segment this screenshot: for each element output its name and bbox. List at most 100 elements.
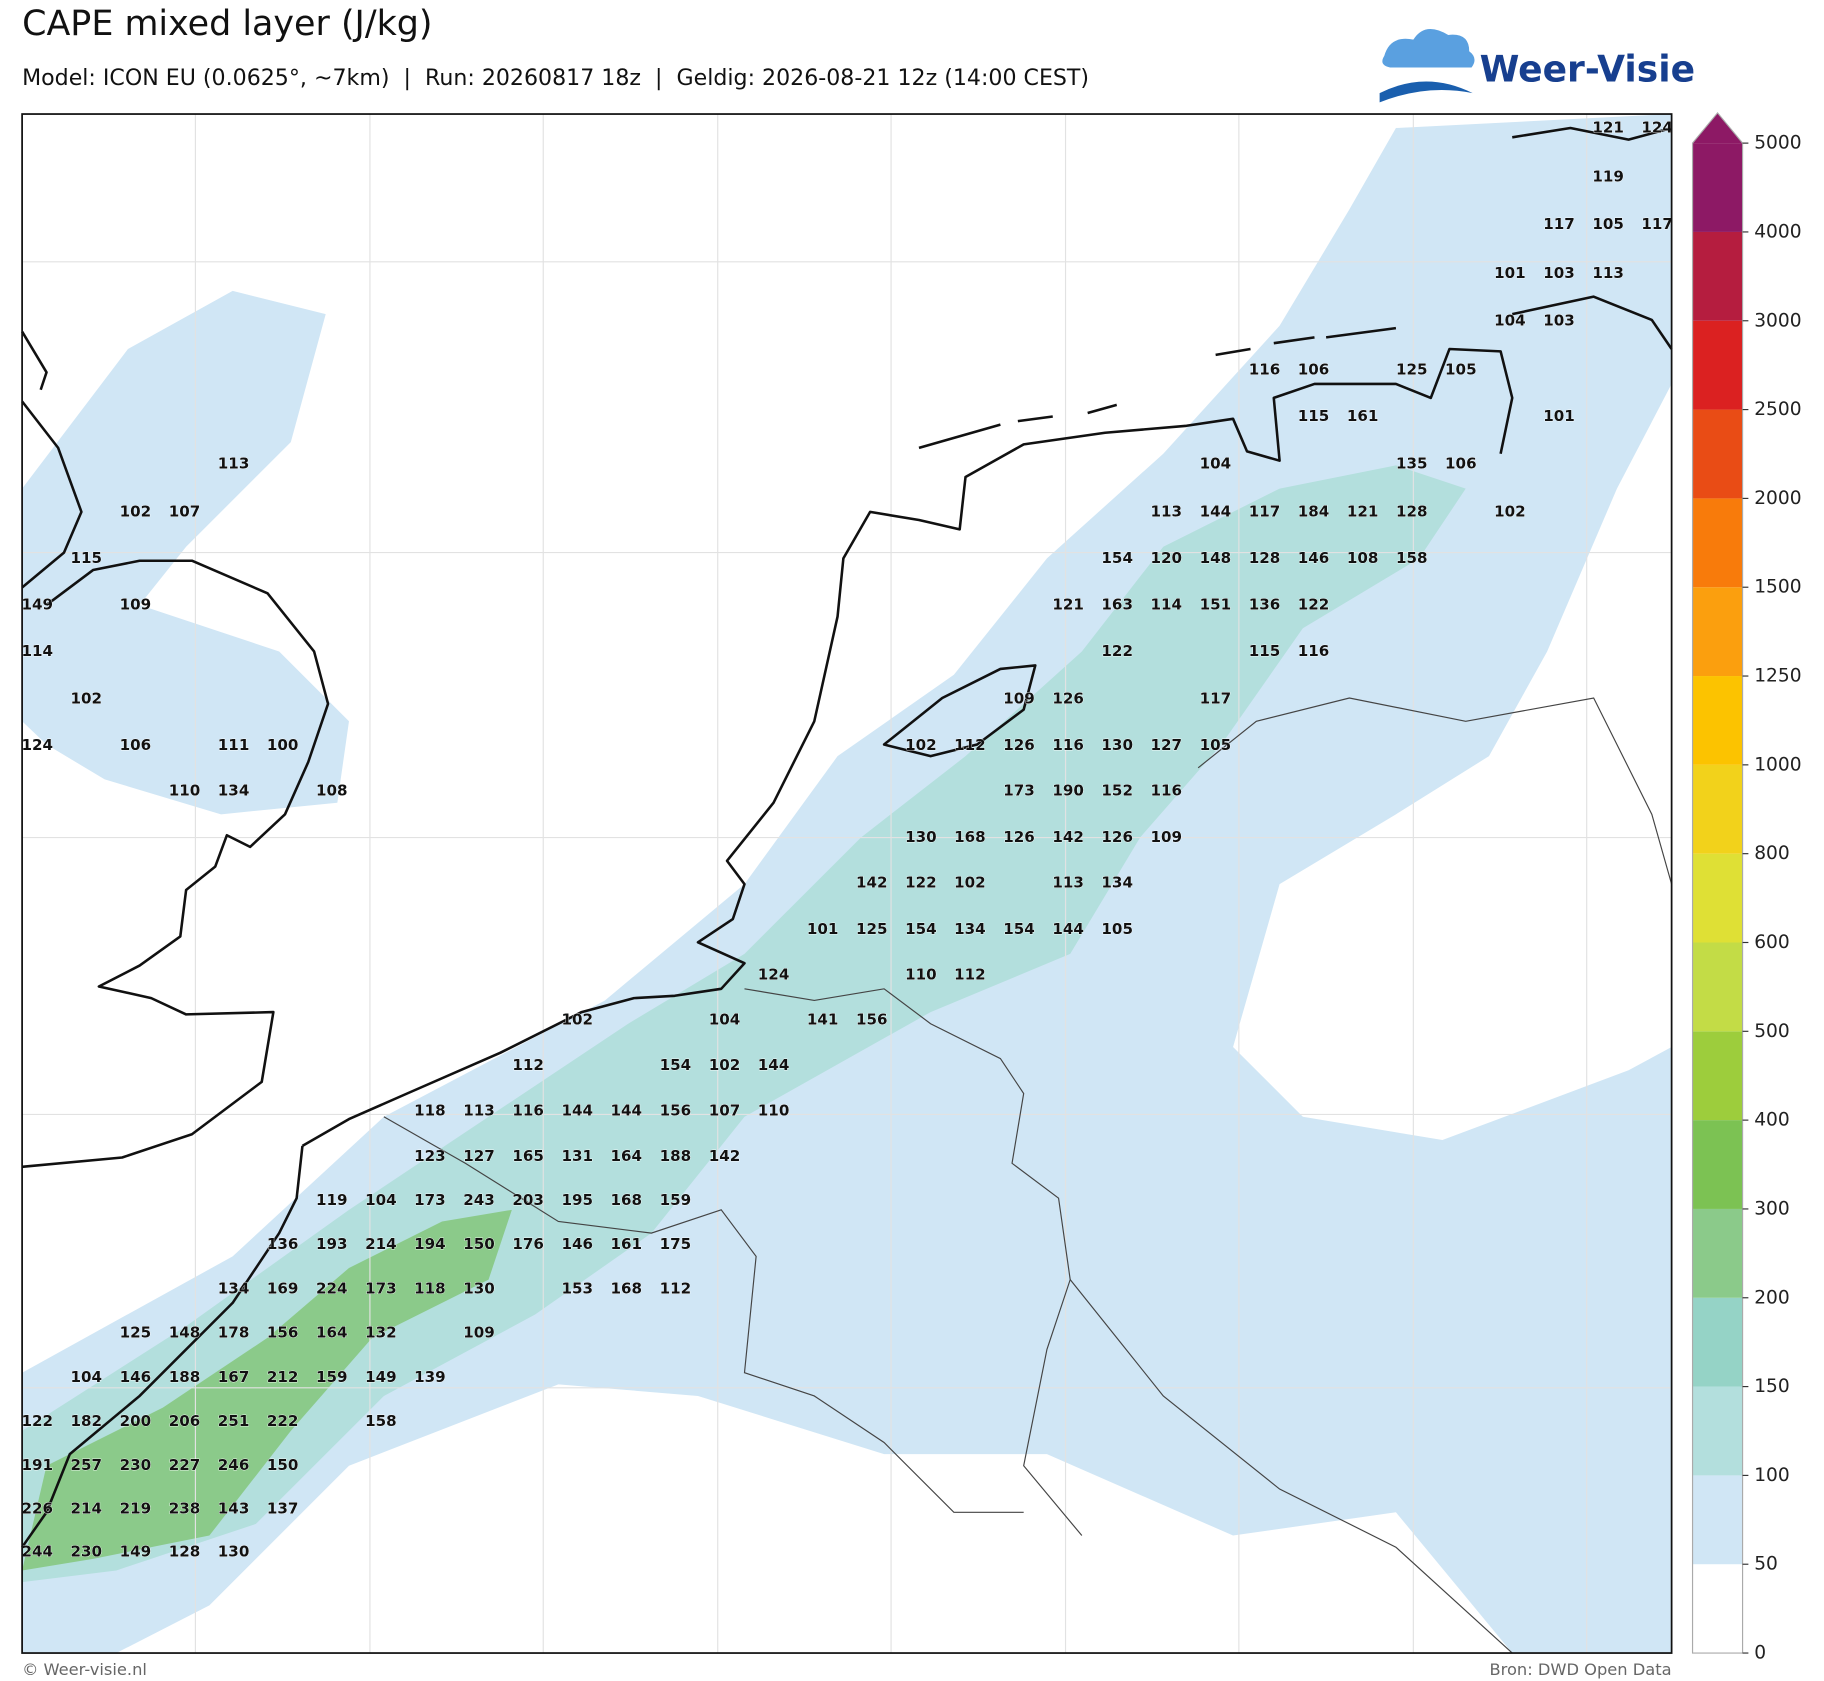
value-label: 110 (905, 965, 937, 983)
value-label: 176 (512, 1235, 544, 1253)
value-label: 116 (1151, 782, 1183, 800)
value-label: 144 (611, 1101, 643, 1119)
value-label: 144 (1200, 502, 1232, 520)
value-label: 134 (954, 920, 986, 938)
value-label: 120 (1151, 549, 1183, 567)
value-label: 222 (267, 1412, 299, 1430)
value-label: 126 (1003, 736, 1035, 754)
value-labels: 121 124 119 117 105 117 101 103 113 104 103 116 106 1… (21, 118, 1673, 1561)
colorbar-bin (1692, 587, 1743, 677)
colorbar-tick-label: 400 (1754, 1110, 1790, 1131)
value-label: 191 (21, 1456, 53, 1474)
value-label: 156 (660, 1101, 692, 1119)
value-label: 122 (21, 1412, 53, 1430)
value-label: 144 (1052, 920, 1084, 938)
value-label: 105 (1592, 215, 1624, 233)
footer-right: Bron: DWD Open Data (1489, 1660, 1671, 1679)
value-label: 154 (905, 920, 937, 938)
value-label: 230 (71, 1542, 103, 1560)
value-label: 102 (905, 736, 937, 754)
graticule (22, 114, 1672, 1654)
value-label: 126 (1003, 828, 1035, 846)
value-label: 102 (1494, 502, 1526, 520)
value-label: 124 (758, 965, 790, 983)
value-label: 103 (1543, 264, 1575, 282)
value-label: 102 (954, 873, 986, 891)
colorbar-bin (1692, 676, 1743, 765)
value-label: 128 (169, 1542, 201, 1560)
value-label: 122 (1101, 642, 1133, 660)
value-label: 101 (807, 920, 839, 938)
colorbar-bin (1692, 320, 1743, 410)
value-label: 206 (169, 1412, 201, 1430)
value-label: 212 (267, 1368, 299, 1386)
value-label: 115 (71, 549, 103, 567)
value-label: 128 (1249, 549, 1281, 567)
colorbar-tick-label: 5000 (1754, 133, 1801, 154)
value-label: 121 (1347, 502, 1379, 520)
value-label: 127 (1151, 736, 1183, 754)
colorbar-bin (1692, 1031, 1743, 1121)
value-label: 149 (365, 1368, 397, 1386)
value-label: 164 (611, 1147, 643, 1165)
value-label: 119 (1592, 167, 1624, 185)
value-label: 102 (71, 690, 103, 708)
value-label: 116 (1249, 360, 1281, 378)
value-label: 131 (561, 1147, 593, 1165)
value-label: 224 (316, 1279, 348, 1297)
value-label: 142 (1052, 828, 1084, 846)
value-label: 226 (21, 1499, 53, 1517)
value-label: 190 (1052, 782, 1084, 800)
value-label: 113 (218, 455, 250, 473)
colorbar-outline (1691, 111, 1744, 1654)
value-label: 108 (1347, 549, 1379, 567)
value-label: 105 (1101, 920, 1133, 938)
value-label: 169 (267, 1279, 299, 1297)
value-label: 149 (21, 595, 53, 613)
value-label: 130 (905, 828, 937, 846)
value-label: 104 (365, 1191, 397, 1209)
value-label: 257 (71, 1456, 103, 1474)
value-label: 102 (561, 1011, 593, 1029)
value-label: 251 (218, 1412, 250, 1430)
value-label: 173 (1003, 782, 1035, 800)
colorbar-tick-label: 2000 (1754, 488, 1801, 509)
value-label: 111 (218, 736, 250, 754)
value-label: 106 (1298, 360, 1330, 378)
value-label: 112 (954, 965, 986, 983)
value-label: 134 (218, 782, 250, 800)
value-label: 194 (414, 1235, 446, 1253)
value-label: 173 (414, 1191, 446, 1209)
value-label: 113 (1052, 873, 1084, 891)
value-label: 117 (1641, 215, 1673, 233)
colorbar: 0 50 100 150 200 300 400 500 600 800 1000 1250 1500 2… (1691, 111, 1802, 1664)
value-label: 125 (1396, 360, 1428, 378)
colorbar-bin (1692, 1297, 1743, 1387)
value-label: 107 (169, 502, 201, 520)
value-label: 122 (1298, 595, 1330, 613)
value-label: 214 (365, 1235, 397, 1253)
value-label: 124 (21, 736, 53, 754)
value-label: 156 (267, 1324, 299, 1342)
value-label: 117 (1249, 502, 1281, 520)
colorbar-bin (1692, 498, 1743, 588)
colorbar-tick-label: 0 (1754, 1643, 1766, 1664)
value-label: 146 (561, 1235, 593, 1253)
value-label: 108 (316, 782, 348, 800)
value-label: 106 (120, 736, 152, 754)
value-label: 244 (21, 1542, 53, 1560)
value-label: 109 (1151, 828, 1183, 846)
value-label: 153 (561, 1279, 593, 1297)
value-label: 130 (1101, 736, 1133, 754)
value-label: 104 (709, 1011, 741, 1029)
colorbar-bin (1692, 1564, 1743, 1654)
logo: Weer-Visie (1379, 28, 1695, 103)
logo-text: Weer-Visie (1480, 48, 1695, 90)
value-label: 107 (709, 1101, 741, 1119)
value-label: 104 (71, 1368, 103, 1386)
value-label: 158 (365, 1412, 397, 1430)
value-label: 139 (414, 1368, 446, 1386)
colorbar-bin (1692, 1475, 1743, 1565)
value-label: 164 (316, 1324, 348, 1342)
colorbar-bin (1692, 231, 1743, 321)
